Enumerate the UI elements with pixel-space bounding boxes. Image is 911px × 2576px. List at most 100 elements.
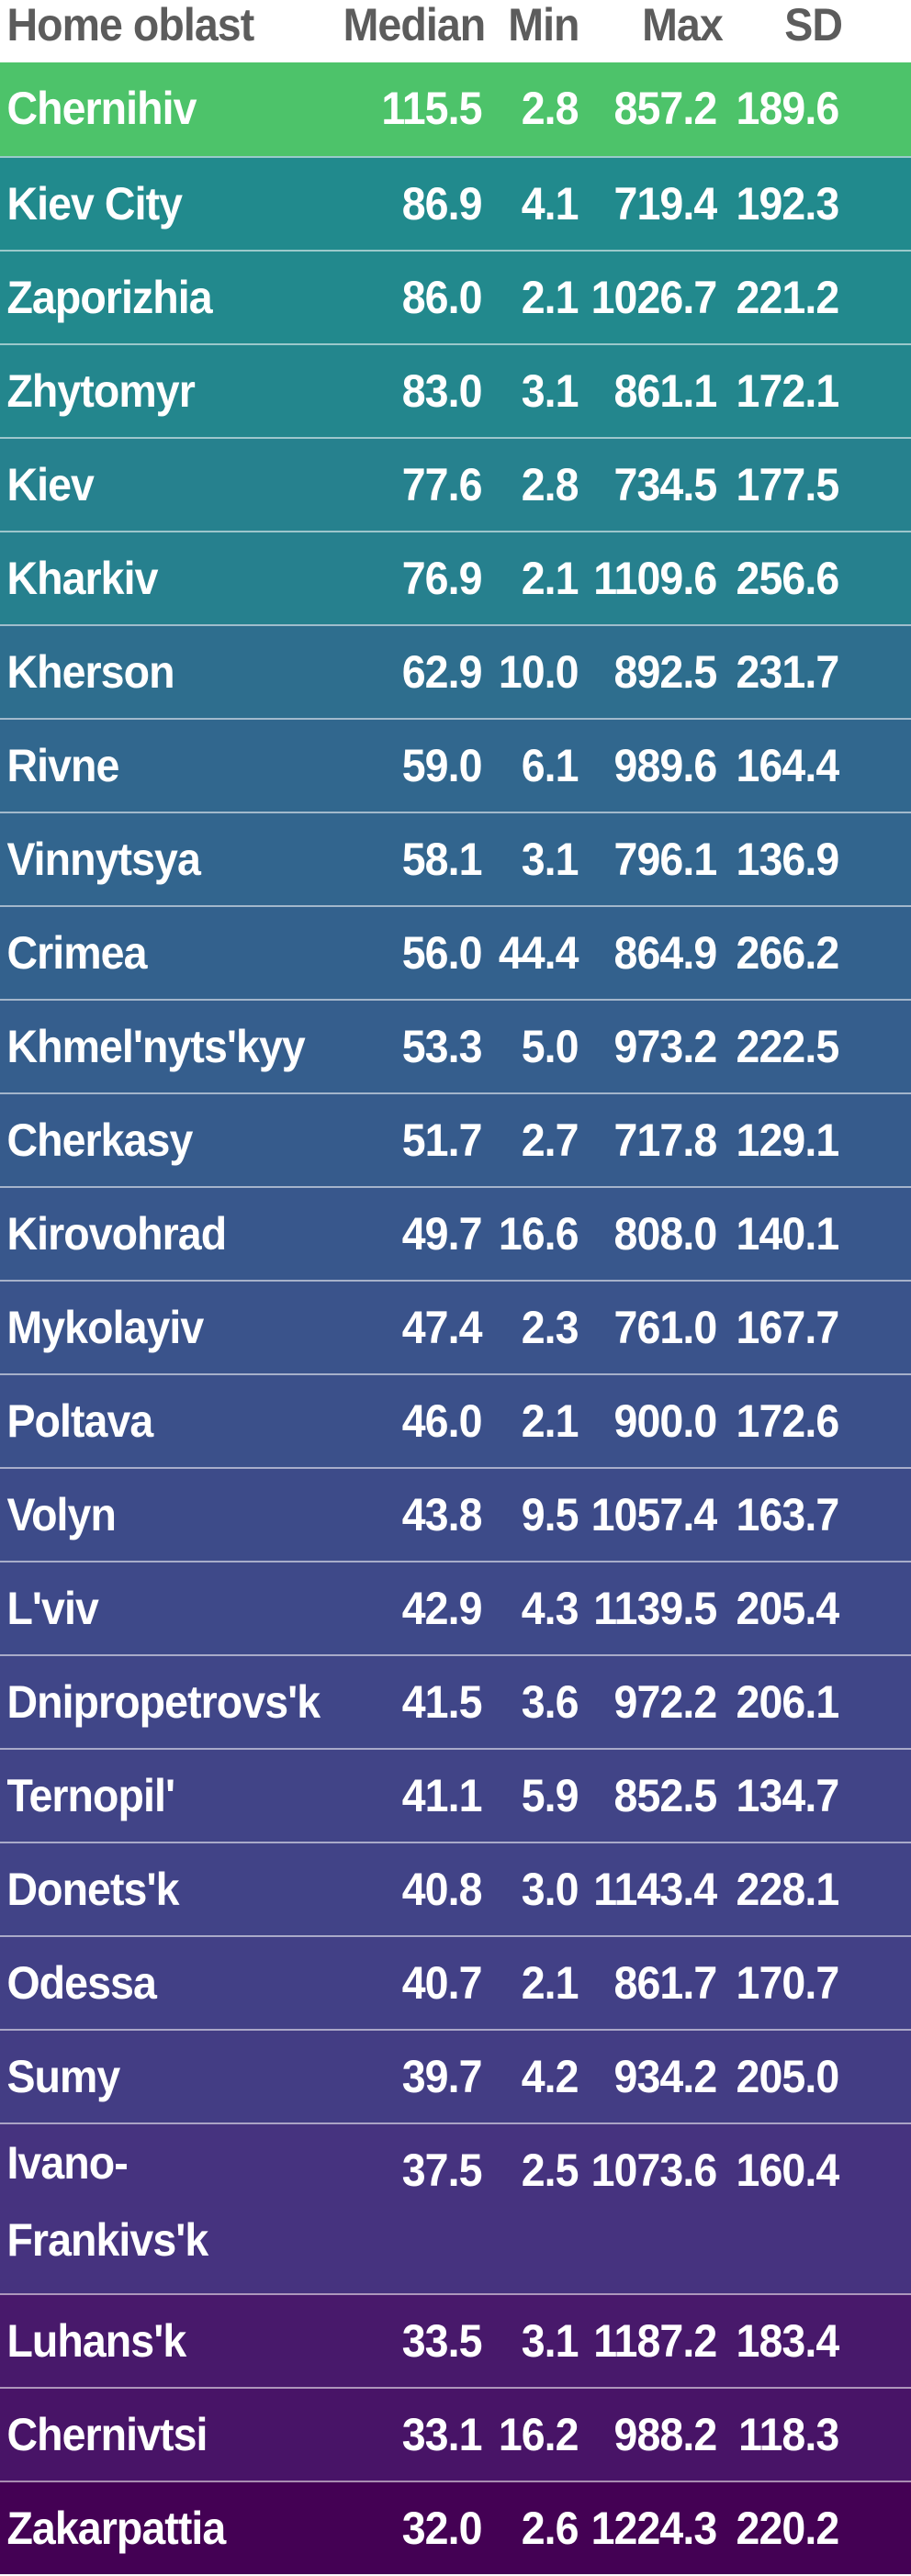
table-row: Khmel'nyts'kyy 53.3 5.0 973.2 222.5 — [0, 999, 911, 1092]
max-cell: 808.0 — [613, 1208, 718, 1260]
median-cell: 58.1 — [401, 834, 483, 885]
max-cell: 861.1 — [613, 365, 718, 417]
table-row: Odessa 40.7 2.1 861.7 170.7 — [0, 1935, 911, 2029]
min-cell: 16.2 — [498, 2409, 579, 2460]
median-cell: 47.4 — [401, 1302, 483, 1353]
sd-cell: 266.2 — [736, 927, 840, 979]
median-cell: 46.0 — [401, 1395, 483, 1447]
sd-cell: 220.2 — [736, 2503, 840, 2554]
sd-cell: 192.3 — [736, 178, 840, 230]
table-row: Poltava 46.0 2.1 900.0 172.6 — [0, 1373, 911, 1467]
median-cell: 32.0 — [401, 2503, 483, 2554]
min-cell: 2.1 — [521, 272, 579, 323]
oblast-name-cell: Dnipropetrovs'k — [6, 1676, 321, 1728]
max-cell: 734.5 — [613, 459, 718, 510]
table-row: Kiev City 86.9 4.1 719.4 192.3 — [0, 156, 911, 250]
oblast-name-cell: Chernihiv — [6, 83, 197, 134]
max-cell: 864.9 — [613, 927, 718, 979]
median-cell: 62.9 — [401, 646, 483, 698]
max-cell: 761.0 — [613, 1302, 718, 1353]
max-cell: 1057.4 — [590, 1489, 718, 1540]
sd-cell: 160.4 — [736, 2145, 840, 2196]
max-cell: 1143.4 — [593, 1864, 717, 1915]
min-cell: 5.0 — [521, 1021, 579, 1072]
header-sd: SD — [784, 0, 843, 50]
min-cell: 3.0 — [521, 1864, 579, 1915]
median-cell: 33.1 — [401, 2409, 483, 2460]
min-cell: 2.1 — [521, 1395, 579, 1447]
max-cell: 1187.2 — [593, 2315, 717, 2367]
table-row: Mykolayiv 47.4 2.3 761.0 167.7 — [0, 1280, 911, 1373]
sd-cell: 221.2 — [736, 272, 840, 323]
max-cell: 1109.6 — [593, 553, 717, 604]
median-cell: 43.8 — [401, 1489, 483, 1540]
median-cell: 86.9 — [401, 178, 483, 230]
min-cell: 44.4 — [498, 927, 579, 979]
oblast-name-cell: Zaporizhia — [6, 272, 212, 323]
sd-cell: 164.4 — [736, 740, 840, 791]
sd-cell: 134.7 — [736, 1770, 840, 1821]
sd-cell: 205.4 — [736, 1583, 840, 1634]
table-row: Kiev 77.6 2.8 734.5 177.5 — [0, 437, 911, 531]
table-row: Volyn 43.8 9.5 1057.4 163.7 — [0, 1467, 911, 1561]
oblast-name-cell: Kirovohrad — [6, 1208, 227, 1260]
min-cell: 4.2 — [521, 2051, 579, 2102]
table-row: Ternopil' 41.1 5.9 852.5 134.7 — [0, 1748, 911, 1842]
min-cell: 3.6 — [521, 1676, 579, 1728]
median-cell: 115.5 — [381, 83, 482, 134]
oblast-name-cell: Kherson — [6, 646, 174, 698]
max-cell: 1139.5 — [593, 1583, 717, 1634]
median-cell: 51.7 — [401, 1114, 483, 1166]
median-cell: 86.0 — [401, 272, 483, 323]
min-cell: 6.1 — [521, 740, 579, 791]
min-cell: 5.9 — [521, 1770, 579, 1821]
max-cell: 717.8 — [613, 1114, 718, 1166]
oblast-name-cell: Khmel'nyts'kyy — [6, 1021, 305, 1072]
table-row: Zaporizhia 86.0 2.1 1026.7 221.2 — [0, 250, 911, 343]
max-cell: 1224.3 — [590, 2503, 718, 2554]
sd-cell: 163.7 — [736, 1489, 840, 1540]
max-cell: 1026.7 — [590, 272, 718, 323]
median-cell: 76.9 — [401, 553, 483, 604]
sd-cell: 129.1 — [736, 1114, 840, 1166]
sd-cell: 170.7 — [736, 1957, 840, 2009]
median-cell: 41.5 — [401, 1676, 483, 1728]
table-row: Vinnytsya 58.1 3.1 796.1 136.9 — [0, 812, 911, 905]
table-row: Chernihiv 115.5 2.8 857.2 189.6 — [0, 62, 911, 156]
max-cell: 988.2 — [613, 2409, 718, 2460]
median-cell: 53.3 — [401, 1021, 483, 1072]
oblast-name-cell: Vinnytsya — [6, 834, 200, 885]
sd-cell: 206.1 — [736, 1676, 840, 1728]
min-cell: 2.3 — [521, 1302, 579, 1353]
max-cell: 861.7 — [613, 1957, 718, 2009]
sd-cell: 189.6 — [736, 83, 840, 134]
min-cell: 3.1 — [521, 2315, 579, 2367]
median-cell: 33.5 — [401, 2315, 483, 2367]
header-max: Max — [642, 0, 724, 50]
table-row: Luhans'k 33.5 3.1 1187.2 183.4 — [0, 2293, 911, 2387]
min-cell: 10.0 — [498, 646, 579, 698]
max-cell: 989.6 — [613, 740, 718, 791]
max-cell: 1073.6 — [590, 2145, 718, 2196]
oblast-name-cell: Kharkiv — [6, 553, 158, 604]
table-row: Zhytomyr 83.0 3.1 861.1 172.1 — [0, 343, 911, 437]
table-row: L'viv 42.9 4.3 1139.5 205.4 — [0, 1561, 911, 1654]
table-row: Zakarpattia 32.0 2.6 1224.3 220.2 — [0, 2481, 911, 2574]
median-cell: 37.5 — [401, 2145, 483, 2196]
oblast-name-cell: Poltava — [6, 1395, 153, 1447]
min-cell: 4.3 — [521, 1583, 579, 1634]
sd-cell: 222.5 — [736, 1021, 840, 1072]
table-row: Ivano- Frankivs'k 37.5 2.5 1073.6 160.4 — [0, 2122, 911, 2293]
min-cell: 2.8 — [521, 83, 579, 134]
min-cell: 3.1 — [521, 365, 579, 417]
median-cell: 59.0 — [401, 740, 483, 791]
table-row: Cherkasy 51.7 2.7 717.8 129.1 — [0, 1092, 911, 1186]
oblast-name-cell: Donets'k — [6, 1864, 179, 1915]
oblast-name-cell: Cherkasy — [6, 1114, 193, 1166]
sd-cell: 256.6 — [736, 553, 840, 604]
sd-cell: 228.1 — [736, 1864, 840, 1915]
median-cell: 42.9 — [401, 1583, 483, 1634]
table-row: Kherson 62.9 10.0 892.5 231.7 — [0, 624, 911, 718]
min-cell: 3.1 — [521, 834, 579, 885]
